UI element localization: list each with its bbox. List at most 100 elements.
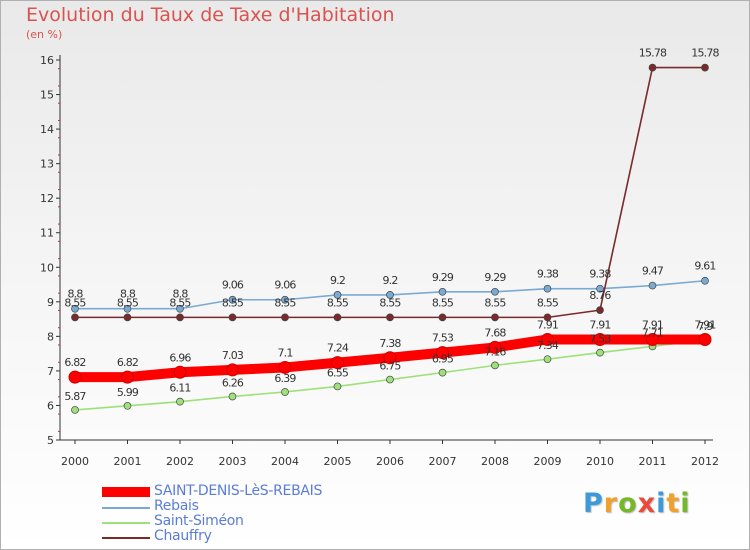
data-point (543, 355, 552, 364)
data-point (596, 348, 604, 357)
x-tick-label: 2008 (481, 455, 509, 468)
y-tick-label: 16 (40, 54, 54, 67)
data-point (333, 291, 342, 299)
legend-label: Rebais (154, 498, 199, 514)
logo-letter: i (680, 488, 691, 519)
data-point (333, 313, 342, 322)
y-tick-label: 9 (47, 296, 54, 309)
data-point (701, 276, 709, 285)
data-label: 9.06 (222, 279, 244, 292)
data-label: 9.61 (694, 260, 715, 273)
data-label: 8.55 (432, 296, 454, 309)
data-point (281, 313, 289, 322)
data-point (701, 63, 709, 72)
data-point (176, 397, 184, 406)
data-label: 8.55 (222, 296, 244, 309)
data-label: 15.78 (639, 47, 667, 60)
data-label: 9.47 (642, 265, 664, 278)
data-label: 9.2 (330, 274, 345, 287)
data-label: 9.29 (484, 271, 506, 284)
x-tick-label: 2012 (691, 455, 719, 468)
legend-swatch (102, 487, 150, 497)
data-label: 6.11 (169, 382, 190, 395)
y-tick-label: 11 (40, 227, 54, 240)
data-point (648, 63, 657, 72)
data-label: 7.03 (222, 349, 244, 362)
legend-label: Saint-Siméon (154, 513, 244, 529)
data-point (488, 340, 502, 354)
y-tick-label: 6 (47, 399, 54, 412)
data-label: 6.82 (117, 356, 138, 369)
data-point (123, 401, 132, 410)
data-point (383, 351, 397, 365)
data-point (176, 313, 184, 322)
data-point (593, 332, 607, 346)
data-label: 7.91 (537, 318, 558, 331)
y-tick-label: 13 (40, 158, 54, 171)
data-point (386, 313, 394, 322)
x-tick-label: 2002 (166, 455, 194, 468)
data-label: 8.55 (379, 296, 401, 309)
data-label: 7.91 (694, 318, 715, 331)
data-point (596, 284, 604, 293)
data-point (543, 313, 552, 322)
data-point (386, 291, 394, 299)
data-point (596, 306, 604, 314)
data-label: 9.38 (589, 268, 611, 281)
logo-letter: P (583, 488, 604, 519)
data-point (71, 304, 79, 313)
data-point (68, 370, 82, 384)
data-point (438, 313, 447, 322)
data-point (333, 382, 342, 391)
data-label: 8.55 (327, 296, 349, 309)
data-point (123, 304, 132, 313)
data-point (123, 313, 132, 322)
data-label: 7.1 (277, 346, 292, 359)
data-label: 5.87 (64, 390, 86, 403)
y-tick-label: 7 (47, 365, 54, 378)
data-label: 7.38 (379, 337, 401, 350)
data-point (176, 304, 184, 313)
data-point (646, 332, 659, 346)
data-label: 6.75 (379, 360, 401, 373)
logo-letter: i (656, 488, 667, 519)
legend-swatch (102, 522, 150, 524)
data-label: 9.06 (274, 279, 296, 292)
data-label: 8.55 (537, 296, 559, 309)
x-tick-label: 2011 (639, 455, 667, 468)
data-point (226, 363, 239, 377)
logo-letter: t (666, 488, 681, 519)
proxiti-logo: Proxiti (583, 488, 691, 519)
data-label: 6.55 (327, 366, 349, 379)
data-label: 7.91 (589, 318, 610, 331)
data-labels: 8.8 8.8 8.8 9.06 9.06 9.2 9.2 9.29 9.29 9.38 9.38 9… (64, 47, 720, 403)
data-label: 8.55 (117, 296, 139, 309)
data-point (71, 313, 79, 322)
data-point (541, 332, 554, 346)
data-point (228, 392, 237, 401)
y-tick-label: 8 (47, 330, 54, 343)
data-point (491, 361, 499, 370)
data-point (438, 287, 447, 296)
data-point (438, 368, 447, 377)
data-label: 9.2 (382, 274, 397, 287)
x-tick-label: 2001 (114, 455, 142, 468)
y-tick-label: 12 (40, 192, 54, 205)
data-label: 6.26 (222, 376, 244, 389)
data-point (386, 375, 394, 384)
x-tick-label: 2007 (429, 455, 457, 468)
data-label: 8.55 (274, 296, 296, 309)
data-label: 7.16 (484, 345, 506, 358)
data-label: 6.95 (432, 353, 454, 366)
x-tick-label: 2005 (324, 455, 352, 468)
data-label: 5.99 (117, 386, 139, 399)
data-label: 8.55 (484, 296, 506, 309)
data-point (543, 284, 552, 293)
y-tick-label: 14 (40, 123, 54, 136)
data-point (228, 313, 237, 322)
y-tick-label: 10 (40, 261, 54, 274)
chart-title: Evolution du Taux de Taxe d'Habitation (26, 4, 395, 26)
data-label: 8.55 (64, 296, 86, 309)
